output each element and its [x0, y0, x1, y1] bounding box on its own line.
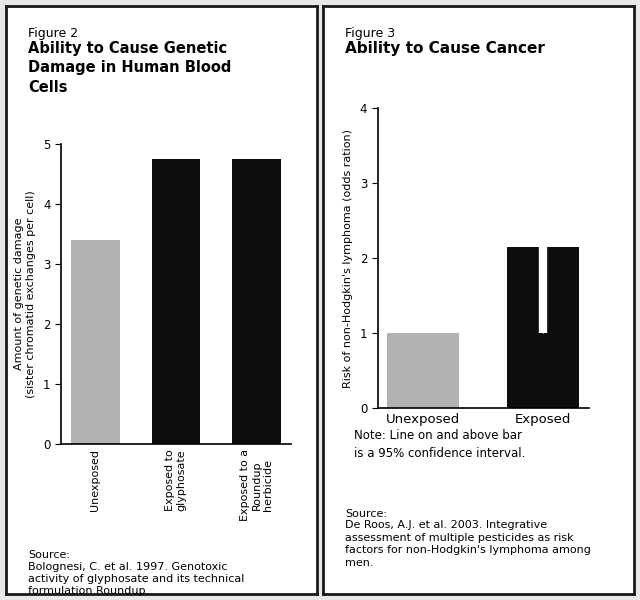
Y-axis label: Risk of non-Hodgkin's lymphoma (odds ration): Risk of non-Hodgkin's lymphoma (odds rat… [343, 128, 353, 388]
Bar [507, 247, 579, 408]
Bar [232, 159, 281, 444]
Y-axis label: Amount of genetic damage
(sister chromatid exchanges per cell): Amount of genetic damage (sister chromat… [13, 190, 36, 398]
Text: Source:: Source: [28, 550, 70, 560]
Bar [387, 333, 460, 408]
Text: De Roos, A.J. et al. 2003. Integrative
assessment of multiple pesticides as risk: De Roos, A.J. et al. 2003. Integrative a… [345, 520, 591, 568]
Text: Note: Line on and above bar
is a 95% confidence interval.: Note: Line on and above bar is a 95% con… [355, 430, 525, 460]
Bar [152, 159, 200, 444]
Bar [71, 240, 120, 444]
Text: Source:: Source: [345, 509, 387, 519]
Text: Figure 3: Figure 3 [345, 26, 395, 40]
Text: Bolognesi, C. et al. 1997. Genotoxic
activity of glyphosate and its technical
fo: Bolognesi, C. et al. 1997. Genotoxic act… [28, 562, 244, 596]
Text: Ability to Cause Cancer: Ability to Cause Cancer [345, 41, 545, 56]
Text: Ability to Cause Genetic
Damage in Human Blood
Cells: Ability to Cause Genetic Damage in Human… [28, 41, 232, 95]
Text: Figure 2: Figure 2 [28, 26, 78, 40]
